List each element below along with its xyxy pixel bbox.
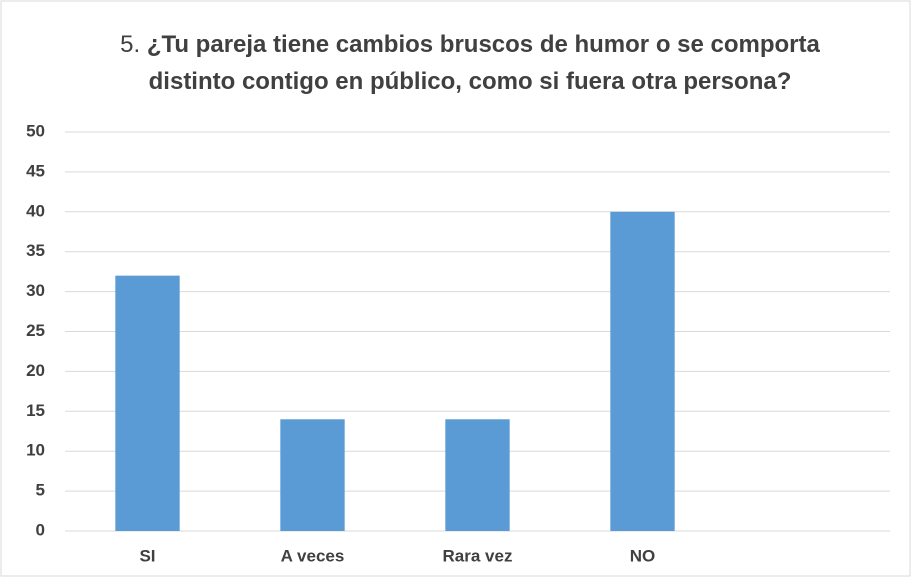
y-tick-label: 45 bbox=[26, 161, 45, 180]
bar bbox=[280, 419, 345, 531]
bar bbox=[115, 275, 180, 531]
y-tick-label: 15 bbox=[26, 401, 45, 420]
y-tick-label: 5 bbox=[36, 481, 45, 500]
y-tick-label: 50 bbox=[26, 121, 45, 140]
x-tick-label: A veces bbox=[281, 546, 345, 565]
x-tick-label: SI bbox=[139, 546, 155, 565]
y-tick-label: 25 bbox=[26, 321, 45, 340]
chart-title: 5. ¿Tu pareja tiene cambios bruscos de h… bbox=[110, 26, 830, 100]
bar bbox=[445, 419, 510, 531]
y-tick-label: 40 bbox=[26, 201, 45, 220]
y-tick-label: 10 bbox=[26, 441, 45, 460]
y-tick-label: 0 bbox=[36, 520, 45, 539]
title-prefix: 5. bbox=[120, 31, 141, 58]
x-tick-label: Rara vez bbox=[443, 546, 513, 565]
x-tick-label: NO bbox=[630, 546, 656, 565]
bar bbox=[610, 211, 675, 532]
y-tick-label: 20 bbox=[26, 361, 45, 380]
y-tick-label: 35 bbox=[26, 241, 45, 260]
title-text: ¿Tu pareja tiene cambios bruscos de humo… bbox=[146, 31, 820, 95]
y-tick-label: 30 bbox=[26, 281, 45, 300]
